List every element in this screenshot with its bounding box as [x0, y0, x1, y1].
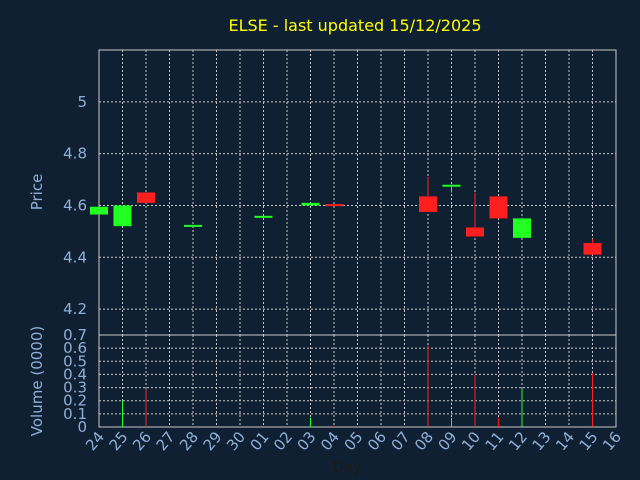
candle	[301, 202, 320, 206]
x-tick-label: 25	[106, 428, 132, 454]
x-tick-label: 07	[388, 428, 414, 454]
volume-bars	[122, 345, 593, 427]
x-tick-label: 09	[435, 428, 461, 454]
candle-body	[442, 184, 461, 187]
candle-body	[137, 192, 155, 203]
x-tick-label: 10	[458, 428, 484, 454]
x-tick-label: 12	[505, 428, 531, 454]
candle	[466, 192, 484, 237]
candles	[90, 176, 602, 255]
x-axis-label: Day	[332, 458, 362, 476]
price-axis-label: Price	[28, 174, 46, 211]
volume-tick-label: 0.5	[63, 352, 87, 370]
x-tick-label: 30	[223, 428, 249, 454]
candle	[90, 206, 108, 215]
x-tick-label: 28	[176, 428, 202, 454]
candle	[184, 224, 202, 227]
candle-body	[90, 206, 108, 215]
candle	[489, 196, 508, 219]
candle-body	[466, 227, 484, 237]
x-tick-label: 13	[529, 428, 555, 454]
volume-tick-label: 0.1	[63, 405, 87, 423]
candle	[513, 218, 531, 238]
volume-axis-label: Volume (0000)	[28, 326, 46, 436]
x-axis-ticks: 2425262728293001020304050607080910111213…	[82, 428, 625, 454]
x-tick-label: 03	[294, 428, 320, 454]
price-panel: 4.2 4.4 4.6 4.8 5 Price	[28, 49, 617, 336]
x-tick-label: 14	[552, 428, 578, 454]
x-tick-label: 04	[317, 428, 343, 454]
candle-body	[325, 204, 343, 207]
candle	[254, 215, 273, 218]
volume-tick-label: 0.3	[63, 379, 87, 397]
candle	[583, 239, 602, 255]
candle-body	[113, 205, 132, 227]
x-tick-label: 06	[364, 428, 390, 454]
x-tick-label: 27	[153, 428, 179, 454]
candle	[419, 176, 437, 212]
x-tick-label: 26	[129, 428, 155, 454]
x-tick-label: 29	[200, 428, 226, 454]
chart-title: ELSE - last updated 15/12/2025	[228, 16, 481, 35]
candle-body	[513, 218, 531, 238]
candle	[113, 205, 132, 227]
candle-body	[184, 224, 202, 227]
volume-tick-label: 0.7	[63, 326, 87, 344]
candle-body	[489, 196, 508, 219]
price-tick-label: 4.2	[63, 300, 87, 318]
x-tick-label: 05	[341, 428, 367, 454]
price-grid	[98, 50, 617, 335]
volume-tick-label: 0.6	[63, 339, 87, 357]
x-tick-label: 08	[411, 428, 437, 454]
candle	[325, 204, 343, 207]
volume-tick-label: 0.2	[63, 392, 87, 410]
candle-body	[419, 196, 437, 212]
volume-panel: 00.10.20.30.40.50.60.7 Volume (0000)	[28, 326, 617, 436]
candle-body	[583, 243, 602, 255]
price-tick-label: 4.6	[63, 196, 87, 214]
price-y-ticks: 4.2 4.4 4.6 4.8 5	[63, 93, 87, 318]
x-tick-label: 01	[247, 428, 273, 454]
volume-tick-label: 0	[77, 418, 87, 436]
candle	[442, 184, 461, 193]
x-tick-label: 11	[482, 428, 508, 454]
price-tick-label: 4.4	[63, 248, 87, 266]
x-tick-label: 02	[270, 428, 296, 454]
volume-grid	[98, 334, 617, 428]
x-tick-label: 16	[599, 428, 625, 454]
candle-body	[254, 215, 273, 218]
price-tick-label: 5	[77, 93, 87, 111]
candle	[137, 192, 155, 203]
price-tick-label: 4.8	[63, 145, 87, 163]
volume-tick-label: 0.4	[63, 365, 87, 383]
price-plot-frame	[98, 49, 617, 336]
candle-body	[301, 202, 320, 206]
volume-y-ticks: 00.10.20.30.40.50.60.7	[63, 326, 87, 436]
x-tick-label: 15	[576, 428, 602, 454]
